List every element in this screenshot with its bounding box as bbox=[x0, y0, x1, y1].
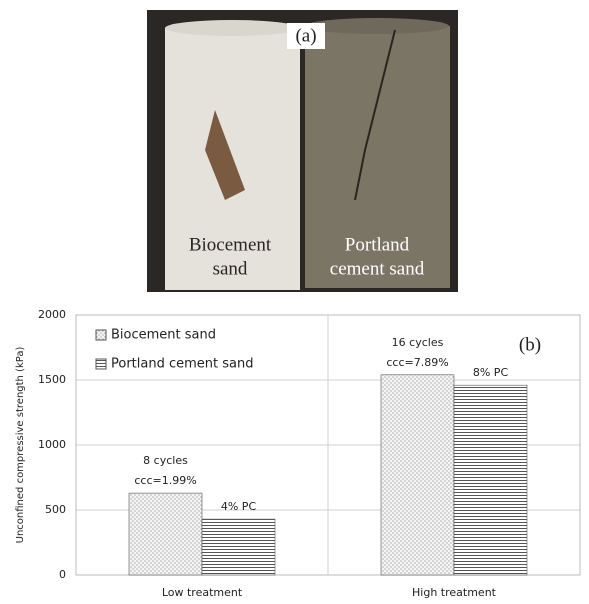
page: (a) Biocement sand Portland cement sand … bbox=[0, 0, 589, 604]
annotation: ccc=1.99% bbox=[134, 474, 196, 487]
right-caption: Portland bbox=[345, 234, 410, 255]
y-tick-label: 1000 bbox=[38, 438, 66, 451]
bar bbox=[129, 493, 202, 575]
legend-swatch bbox=[96, 330, 106, 340]
y-axis-label: Unconfined compressive strength (kPa) bbox=[15, 347, 26, 544]
figure: (a) Biocement sand Portland cement sand … bbox=[0, 0, 589, 600]
x-tick-label: Low treatment bbox=[162, 586, 243, 599]
annotation: 16 cycles bbox=[392, 336, 444, 349]
photo: (a) Biocement sand Portland cement sand bbox=[147, 10, 458, 292]
annotation: 8% PC bbox=[473, 366, 509, 379]
photo-label: (a) bbox=[295, 25, 316, 46]
annotation: ccc=7.89% bbox=[386, 356, 448, 369]
y-tick-label: 1500 bbox=[38, 373, 66, 386]
panel-label: (b) bbox=[519, 334, 541, 355]
left-caption: Biocement bbox=[189, 234, 272, 255]
legend-label: Biocement sand bbox=[111, 328, 216, 343]
bar bbox=[202, 519, 275, 575]
y-tick-label: 500 bbox=[45, 503, 66, 516]
left-caption: sand bbox=[213, 258, 248, 279]
annotation: 8 cycles bbox=[143, 454, 188, 467]
right-specimen-top bbox=[305, 18, 449, 34]
legend-label: Portland cement sand bbox=[111, 357, 253, 372]
y-tick-label: 2000 bbox=[38, 308, 66, 321]
bar bbox=[454, 385, 527, 575]
left-specimen-top bbox=[165, 20, 299, 36]
right-caption: cement sand bbox=[330, 258, 425, 279]
annotation: 4% PC bbox=[221, 500, 257, 513]
x-tick-label: High treatment bbox=[412, 586, 497, 599]
legend-swatch bbox=[96, 359, 106, 369]
y-tick-label: 0 bbox=[59, 568, 66, 581]
bar bbox=[381, 375, 454, 575]
